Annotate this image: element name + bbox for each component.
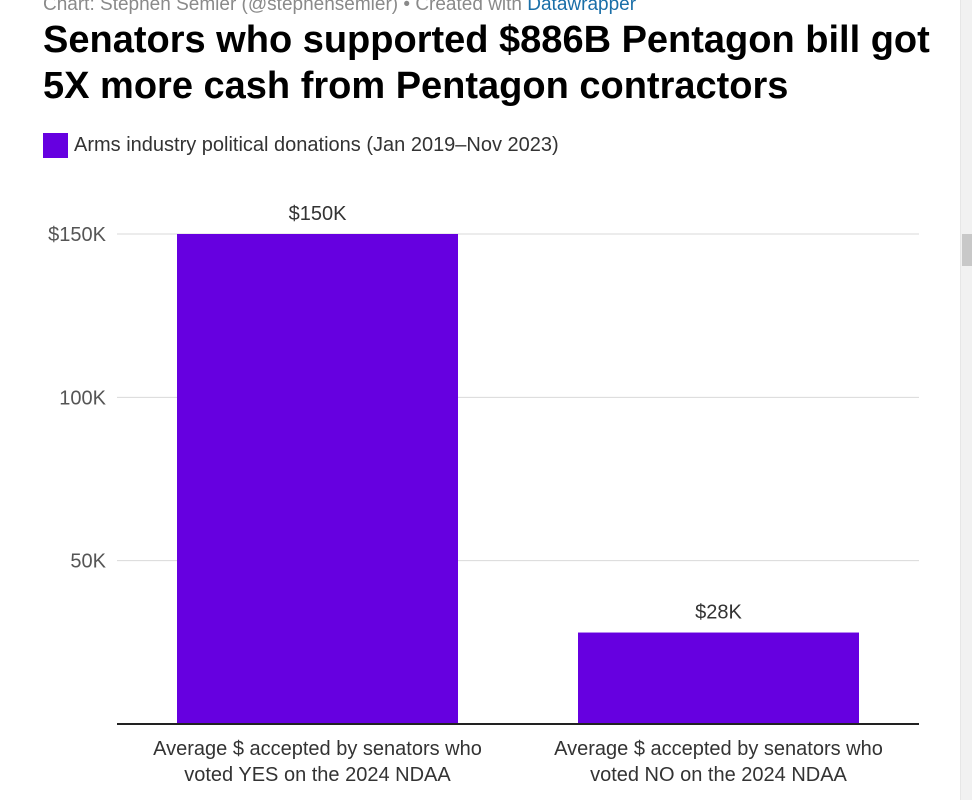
legend-swatch	[43, 133, 68, 158]
byline: Chart: Stephen Semler (@stephensemler) •…	[43, 0, 636, 17]
byline-text: Chart: Stephen Semler (@stephensemler) •…	[43, 0, 528, 15]
bar	[578, 632, 859, 724]
x-category-label: Average $ accepted by senators who	[153, 738, 482, 760]
bar	[177, 234, 458, 724]
y-tick-label: 50K	[70, 551, 106, 573]
x-category-label: Average $ accepted by senators who	[554, 738, 883, 760]
y-tick-label: $150K	[48, 224, 106, 246]
x-category-label: voted NO on the 2024 NDAA	[590, 764, 847, 786]
scrollbar-thumb[interactable]	[962, 234, 972, 266]
y-tick-label: 100K	[59, 387, 106, 409]
x-category-label: voted YES on the 2024 NDAA	[184, 764, 451, 786]
datawrapper-link[interactable]: Datawrapper	[527, 0, 637, 15]
bar-value-label: $28K	[695, 602, 742, 624]
bar-value-label: $150K	[289, 203, 347, 225]
legend: Arms industry political donations (Jan 2…	[43, 133, 559, 158]
chart-title: Senators who supported $886B Pentagon bi…	[43, 19, 930, 107]
scrollbar-track[interactable]	[960, 0, 972, 800]
legend-label: Arms industry political donations (Jan 2…	[74, 134, 559, 156]
